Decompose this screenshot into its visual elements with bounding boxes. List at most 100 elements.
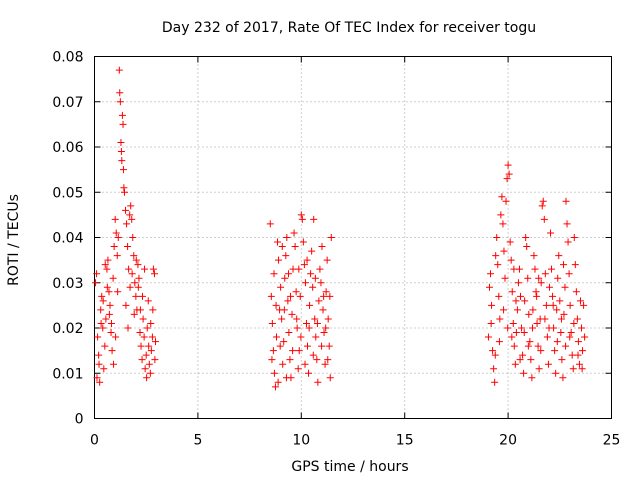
data-point	[566, 333, 574, 341]
data-point	[320, 329, 328, 337]
data-point	[581, 333, 589, 341]
data-point	[566, 301, 574, 309]
data-point	[116, 89, 124, 97]
data-point	[93, 374, 101, 382]
x-axis-label: GPS time / hours	[291, 459, 408, 475]
data-point	[109, 274, 117, 282]
data-point	[119, 166, 127, 174]
data-point	[100, 365, 108, 373]
data-point	[117, 138, 125, 146]
data-point	[501, 274, 509, 282]
data-point	[557, 315, 565, 323]
y-tick-label: 0.07	[52, 95, 83, 111]
data-point	[132, 292, 140, 300]
data-point	[553, 338, 561, 346]
data-point	[502, 197, 510, 205]
data-point	[516, 356, 524, 364]
data-point	[269, 347, 277, 355]
data-point	[124, 324, 132, 332]
data-point	[280, 306, 288, 314]
data-point	[484, 333, 492, 341]
data-point	[302, 319, 310, 327]
data-point	[546, 229, 554, 237]
data-point	[284, 297, 292, 305]
data-point	[134, 261, 142, 269]
data-point	[295, 265, 303, 273]
data-point	[97, 319, 105, 327]
grid	[94, 56, 612, 419]
data-point	[277, 283, 285, 291]
data-point	[309, 283, 317, 291]
data-point	[526, 338, 534, 346]
data-point	[286, 356, 294, 364]
data-point	[280, 338, 288, 346]
data-point	[148, 333, 156, 341]
data-point	[120, 184, 128, 192]
data-point	[290, 229, 298, 237]
data-point	[494, 261, 502, 269]
data-point	[116, 98, 124, 106]
data-point	[529, 306, 537, 314]
data-point	[114, 288, 122, 296]
data-point	[284, 270, 292, 278]
data-point	[514, 279, 522, 287]
data-point	[545, 283, 553, 291]
data-point	[122, 301, 130, 309]
data-point	[99, 297, 107, 305]
data-point	[130, 252, 138, 260]
data-point	[289, 347, 297, 355]
data-point	[533, 319, 541, 327]
data-point	[143, 324, 151, 332]
data-point	[306, 301, 314, 309]
data-point	[93, 270, 101, 278]
data-point	[137, 342, 145, 350]
data-point	[279, 360, 287, 368]
data-point	[138, 292, 146, 300]
data-point	[303, 256, 311, 264]
data-point	[524, 274, 532, 282]
data-point	[496, 315, 504, 323]
data-point	[135, 274, 143, 282]
data-point	[276, 342, 284, 350]
data-point	[490, 365, 498, 373]
data-point	[320, 292, 328, 300]
data-point	[529, 324, 537, 332]
data-point	[323, 256, 331, 264]
data-point	[105, 310, 113, 318]
data-point	[538, 202, 546, 210]
data-point	[510, 265, 518, 273]
data-point	[513, 306, 521, 314]
data-point	[327, 234, 335, 241]
data-point	[278, 315, 286, 323]
data-point	[94, 333, 102, 341]
x-tick-label: 5	[193, 433, 202, 449]
data-point	[512, 329, 520, 337]
data-point	[542, 301, 550, 309]
data-point	[322, 288, 330, 296]
data-point	[576, 297, 584, 305]
data-point	[127, 202, 135, 210]
data-point	[498, 193, 506, 201]
data-point	[487, 270, 495, 278]
data-point	[492, 252, 500, 260]
data-point	[128, 215, 136, 223]
data-point	[497, 211, 505, 219]
data-point	[112, 229, 120, 237]
data-point	[500, 306, 508, 314]
data-point	[495, 338, 503, 346]
data-point	[551, 347, 559, 355]
data-point	[318, 243, 326, 251]
data-point	[506, 238, 514, 246]
data-point	[136, 306, 144, 314]
x-tick-label: 0	[90, 433, 99, 449]
data-point	[283, 234, 291, 241]
data-point	[96, 378, 104, 386]
data-point	[326, 292, 334, 300]
data-point	[287, 292, 295, 300]
data-point	[505, 170, 513, 178]
data-point	[495, 292, 503, 300]
data-point	[557, 329, 565, 337]
data-point	[272, 333, 280, 341]
data-point	[271, 383, 279, 391]
